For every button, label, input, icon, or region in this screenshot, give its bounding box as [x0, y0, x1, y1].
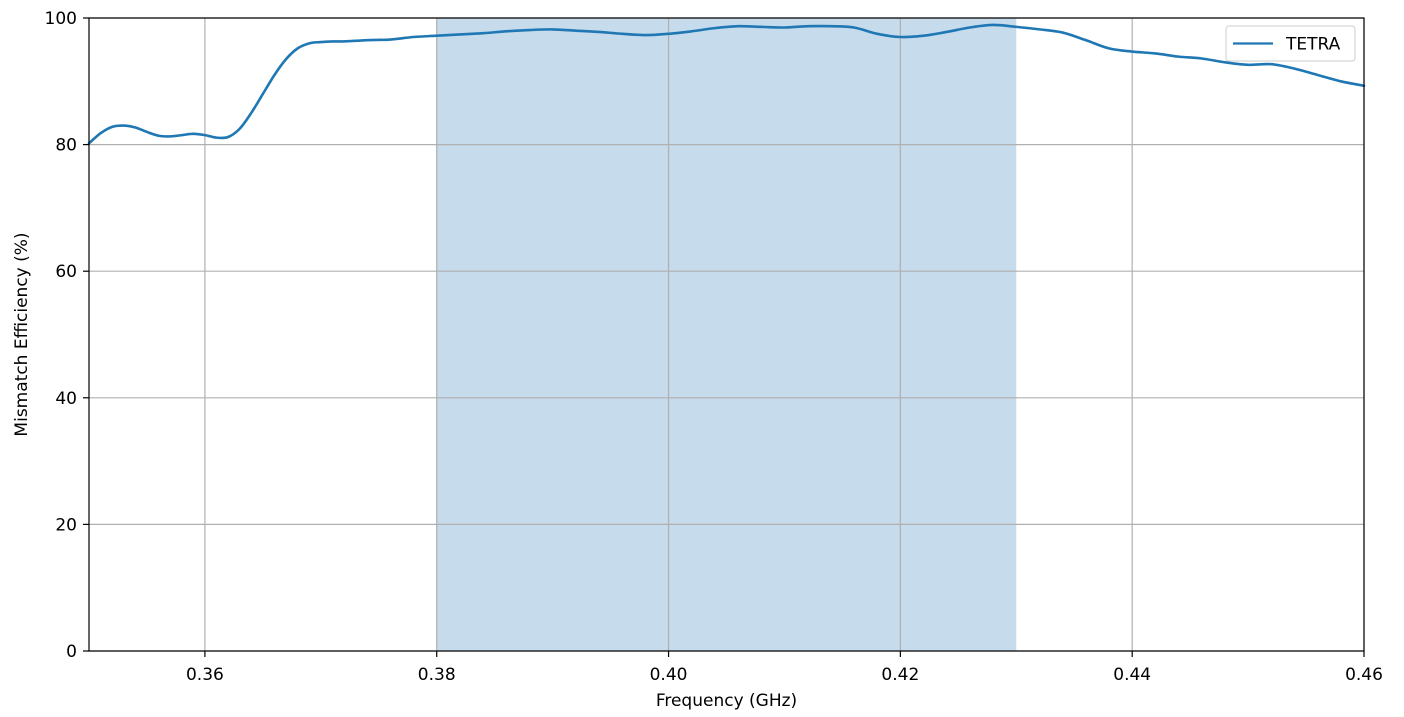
y-axis-ticks: 0 20 40 60 80 100: [45, 9, 89, 662]
legend: TETRA: [1225, 25, 1356, 62]
legend-label-tetra: TETRA: [1285, 35, 1341, 55]
x-tick-label: 0.36: [186, 665, 224, 685]
band-layer: [436, 18, 1017, 651]
legend-box: [1225, 25, 1356, 62]
y-tick-label: 80: [55, 136, 77, 156]
shaded-band: [436, 18, 1017, 651]
y-tick-label: 0: [66, 642, 77, 662]
y-tick-label: 100: [45, 9, 77, 29]
y-tick-label: 20: [55, 515, 77, 535]
x-tick-label: 0.38: [418, 665, 456, 685]
x-tick-label: 0.40: [650, 665, 688, 685]
series-layer: [87, 23, 1366, 145]
x-axis-label: Frequency (GHz): [656, 691, 797, 711]
y-axis-label: Mismatch Efficiency (%): [12, 232, 32, 436]
y-tick-label: 40: [55, 389, 77, 409]
x-tick-label: 0.44: [1113, 665, 1151, 685]
x-tick-label: 0.46: [1345, 665, 1383, 685]
y-tick-label: 60: [55, 262, 77, 282]
plot-frame: [88, 17, 1365, 652]
x-tick-label: 0.42: [881, 665, 919, 685]
series-line-tetra: [87, 23, 1366, 145]
x-axis-ticks: 0.36 0.38 0.40 0.42 0.44 0.46: [186, 651, 1383, 685]
